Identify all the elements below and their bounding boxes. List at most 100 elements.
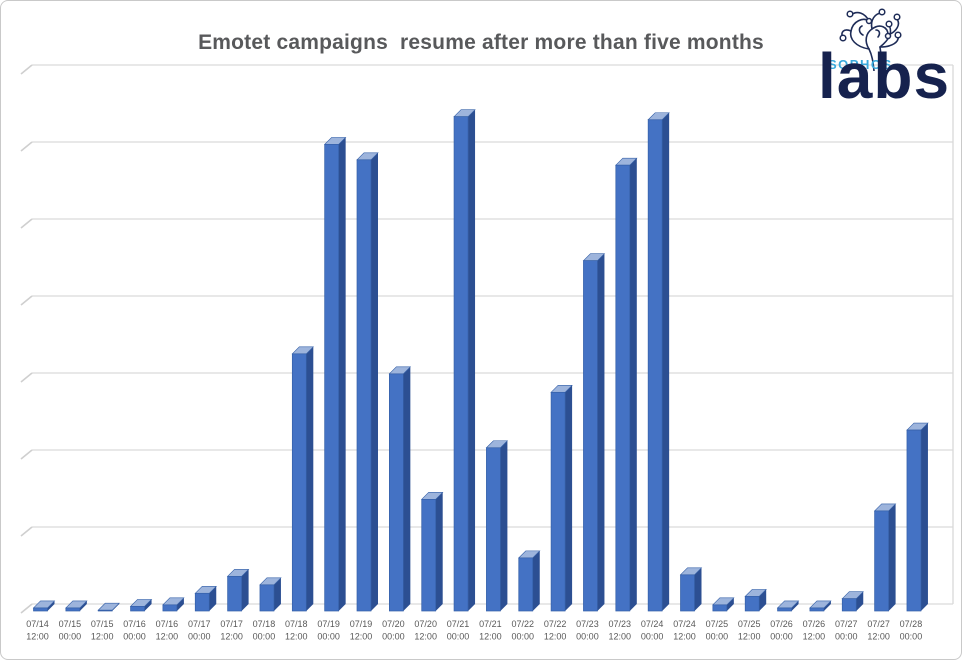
x-tick-label: 07/23 12:00 (609, 619, 632, 642)
bar-07/22 12:00 (550, 385, 573, 612)
bar-front-face (777, 607, 792, 612)
bar-07/19 00:00 (323, 137, 347, 612)
bar-07/24 12:00 (679, 567, 703, 612)
bar-side-face (629, 158, 637, 612)
side-wall-gridline (20, 218, 33, 229)
bar-front-face (33, 607, 48, 612)
bar-side-face (306, 346, 314, 611)
side-wall-gridline (20, 295, 33, 306)
x-tick-label: 07/25 00:00 (706, 619, 729, 642)
side-wall-gridline (20, 526, 33, 537)
bar-07/26 00:00 (776, 600, 800, 612)
bar-front-face (194, 592, 210, 612)
bar-front-face (680, 574, 695, 612)
bar-front-face (453, 116, 469, 612)
bar-07/23 00:00 (582, 253, 606, 612)
bar-front-face (518, 557, 534, 612)
bar-front-face (647, 119, 663, 612)
x-tick-label: 07/16 12:00 (156, 619, 179, 642)
bar-07/28 00:00 (906, 422, 929, 612)
bar-front-face (906, 429, 922, 612)
x-tick-label: 07/21 00:00 (447, 619, 470, 642)
bar-side-face (694, 567, 702, 611)
bar-front-face (130, 606, 145, 612)
sophoslabs-logo: SOPHOS labs (816, 3, 956, 121)
bar-front-face (874, 510, 889, 612)
bar-front-face (583, 260, 598, 612)
x-tick-label: 07/25 12:00 (738, 619, 761, 642)
bar-07/27 00:00 (841, 591, 864, 612)
x-tick-label: 07/21 12:00 (479, 619, 502, 642)
bar-side-face (500, 440, 508, 611)
x-tick-label: 07/18 12:00 (285, 619, 308, 642)
bar-front-face (615, 164, 631, 612)
sophoslabs-brain-icon (839, 8, 902, 71)
bar-side-face (403, 366, 411, 611)
x-tick-label: 07/17 12:00 (220, 619, 243, 642)
bar-side-face (47, 600, 55, 611)
bar-side-face (273, 577, 281, 611)
bar-front-face (712, 604, 728, 612)
bar-07/25 00:00 (712, 597, 735, 612)
bar-07/18 12:00 (291, 346, 315, 612)
x-tick-label: 07/26 12:00 (803, 619, 826, 642)
x-tick-label: 07/18 00:00 (253, 619, 276, 642)
x-tick-label: 07/27 12:00 (867, 619, 890, 642)
x-tick-label: 07/17 00:00 (188, 619, 211, 642)
bar-front-face (550, 391, 566, 612)
bar-front-face (486, 447, 501, 612)
bar-side-face (371, 152, 378, 611)
bar-front-face (324, 144, 339, 612)
bar-side-face (856, 591, 864, 611)
side-wall-gridline (20, 64, 33, 75)
x-tick-label: 07/20 12:00 (414, 619, 437, 642)
x-tick-label: 07/23 00:00 (576, 619, 599, 642)
bar-07/27 12:00 (873, 503, 897, 612)
bar-front-face (97, 609, 113, 612)
x-tick-label: 07/16 00:00 (123, 619, 146, 642)
bar-side-face (662, 112, 670, 612)
bar-side-face (791, 600, 799, 611)
bar-07/20 12:00 (420, 492, 444, 612)
bar-side-face (532, 550, 540, 611)
bar-side-face (726, 597, 734, 611)
chart-title: Emotet campaigns resume after more than … (198, 31, 764, 54)
bar-front-face (291, 353, 307, 612)
bar-front-face (162, 604, 178, 612)
bar-07/19 12:00 (356, 152, 379, 612)
bar-front-face (65, 607, 81, 612)
side-wall-gridline (20, 372, 33, 383)
bar-side-face (823, 600, 831, 611)
bar-07/14 12:00 (32, 600, 56, 612)
x-tick-label: 07/28 00:00 (900, 619, 923, 642)
bar-07/17 00:00 (194, 585, 217, 612)
bar-07/15 00:00 (65, 600, 88, 612)
bar-side-face (144, 599, 152, 611)
bar-side-face (597, 253, 605, 611)
bar-front-face (389, 373, 404, 612)
bar-07/21 00:00 (453, 109, 476, 612)
x-tick-label: 07/24 12:00 (673, 619, 696, 642)
x-tick-label: 07/20 00:00 (382, 619, 405, 642)
bar-front-face (809, 607, 825, 612)
bar-front-face (356, 159, 372, 612)
labs-logo-text: labs (818, 40, 951, 112)
bar-07/22 00:00 (518, 550, 541, 612)
x-tick-label: 07/14 12:00 (26, 619, 49, 642)
bar-front-face (841, 598, 857, 612)
bar-07/25 12:00 (744, 589, 767, 612)
bar-side-face (79, 600, 87, 611)
bar-07/20 00:00 (388, 366, 412, 612)
x-tick-label: 07/26 00:00 (770, 619, 793, 642)
bar-side-face (338, 137, 346, 611)
x-tick-label: 07/19 12:00 (350, 619, 373, 642)
bar-side-face (435, 492, 443, 611)
bar-side-face (468, 109, 476, 611)
bar-side-face (209, 586, 217, 611)
bar-07/18 00:00 (259, 577, 282, 612)
bar-side-face (565, 385, 573, 611)
bar-07/15 12:00 (97, 602, 120, 612)
bar-side-face (241, 569, 249, 611)
bar-front-face (421, 499, 437, 612)
